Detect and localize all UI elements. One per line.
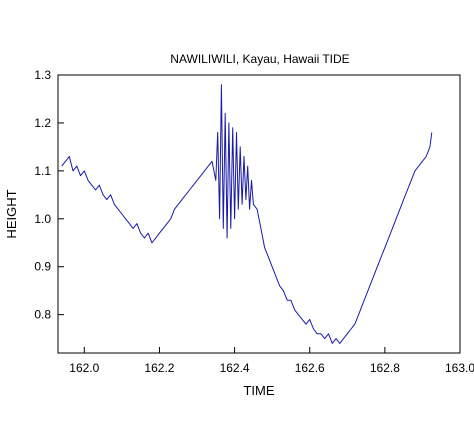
x-tick-label: 162.2 [144,361,174,375]
y-tick-label: 1.2 [34,116,51,130]
x-tick-label: 163.0 [445,361,474,375]
y-tick-label: 0.8 [34,308,51,322]
plot-frame [57,74,461,354]
x-tick-label: 162.8 [370,361,400,375]
chart-title: NAWILIWILI, Kayau, Hawaii TIDE [170,52,349,66]
x-axis-ticks: 162.0 162.2 162.4 162.6 162.8 163.0 [69,347,474,375]
x-axis-label: TIME [243,383,274,398]
x-tick-label: 162.6 [295,361,325,375]
x-tick-label: 162.0 [69,361,99,375]
y-tick-label: 1.0 [34,212,51,226]
y-tick-label: 0.9 [34,260,51,274]
y-tick-label: 1.3 [34,68,51,82]
y-tick-label: 1.1 [34,164,51,178]
x-tick-label: 162.4 [220,361,250,375]
y-axis-label: HEIGHT [4,189,19,238]
tide-series-line [61,84,433,344]
y-axis-ticks: 0.8 0.9 1.0 1.1 1.2 1.3 [34,68,64,322]
